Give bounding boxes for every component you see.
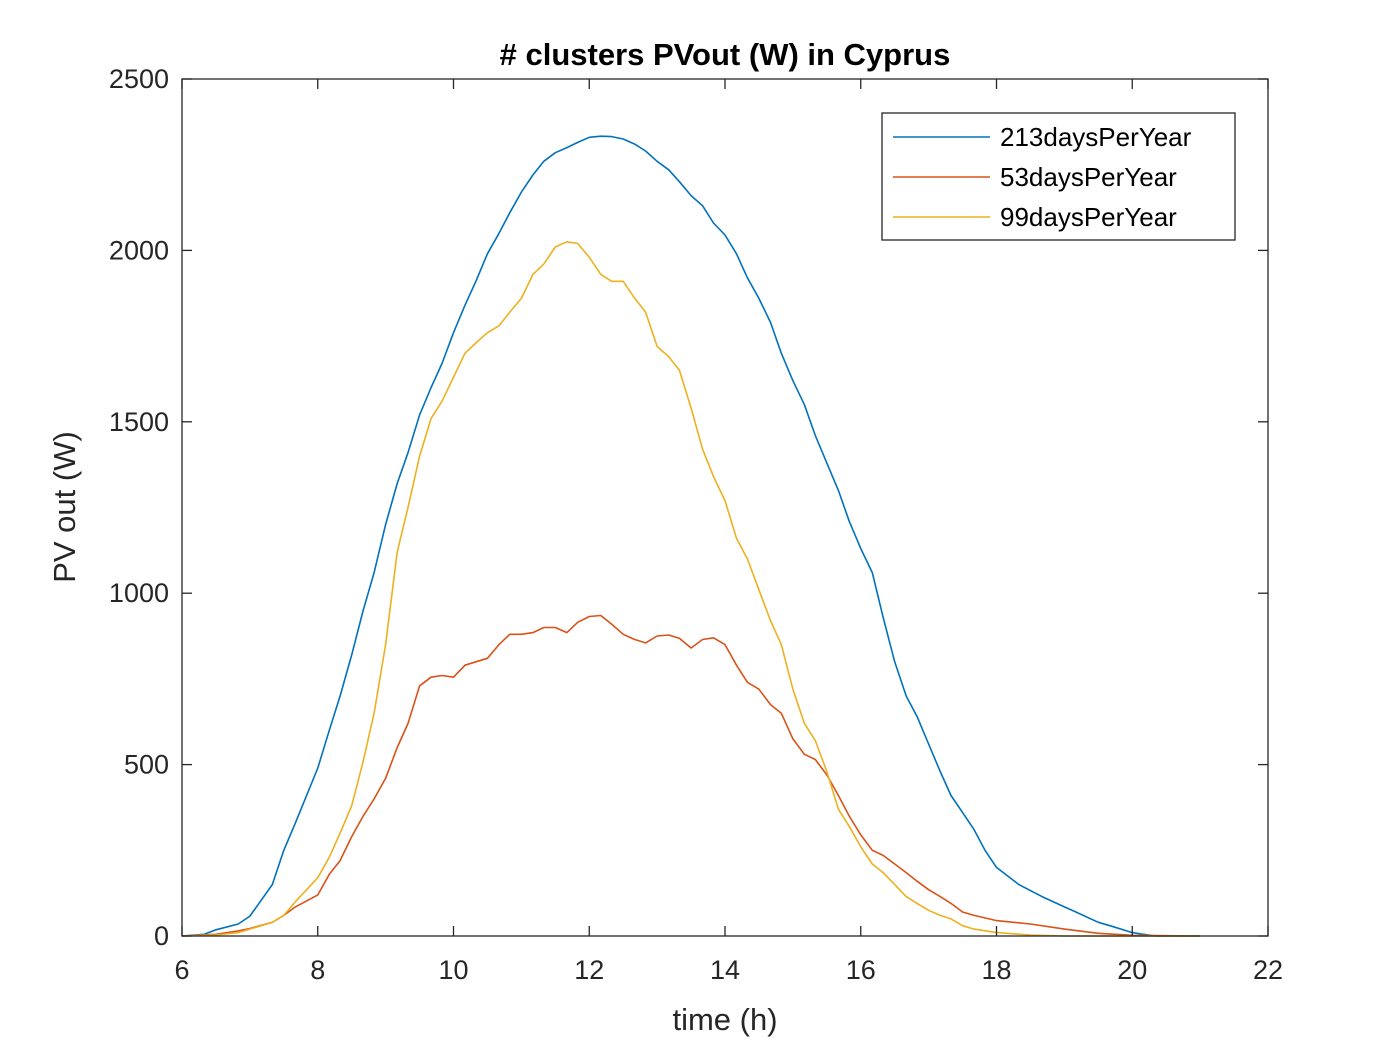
x-tick-label: 12: [574, 955, 604, 985]
x-axis-label: time (h): [672, 1002, 777, 1037]
y-tick-label: 0: [154, 921, 169, 951]
x-tick-label: 22: [1253, 955, 1283, 985]
legend: 213daysPerYear 53daysPerYear 99daysPerYear: [881, 112, 1236, 241]
y-tick-label: 1000: [109, 578, 169, 608]
x-tick-label: 16: [846, 955, 876, 985]
y-axis-label: PV out (W): [47, 431, 82, 583]
legend-label: 213daysPerYear: [1000, 122, 1192, 152]
y-tick-label: 1500: [109, 407, 169, 437]
legend-label: 99daysPerYear: [1000, 202, 1177, 232]
x-tick-label: 18: [981, 955, 1011, 985]
x-tick-label: 8: [310, 955, 325, 985]
x-tick-label: 14: [710, 955, 740, 985]
x-tick-label: 10: [438, 955, 468, 985]
y-tick-label: 500: [124, 750, 169, 780]
series-layer: [181, 135, 1201, 937]
y-axis-ticks: 0 500 1000 1500 2000 2500: [109, 64, 1268, 951]
legend-label: 53daysPerYear: [1000, 162, 1177, 192]
series-line-99daysPerYear: [181, 241, 1201, 937]
chart-title: # clusters PVout (W) in Cyprus: [500, 37, 951, 72]
x-axis-ticks: 6 8 10 12 14 16 18 20 22: [174, 79, 1283, 985]
y-tick-label: 2500: [109, 64, 169, 94]
series-line-53daysPerYear: [181, 614, 1201, 937]
series-line-213daysPerYear: [181, 135, 1201, 937]
x-tick-label: 6: [174, 955, 189, 985]
x-tick-label: 20: [1117, 955, 1147, 985]
y-tick-label: 2000: [109, 235, 169, 265]
